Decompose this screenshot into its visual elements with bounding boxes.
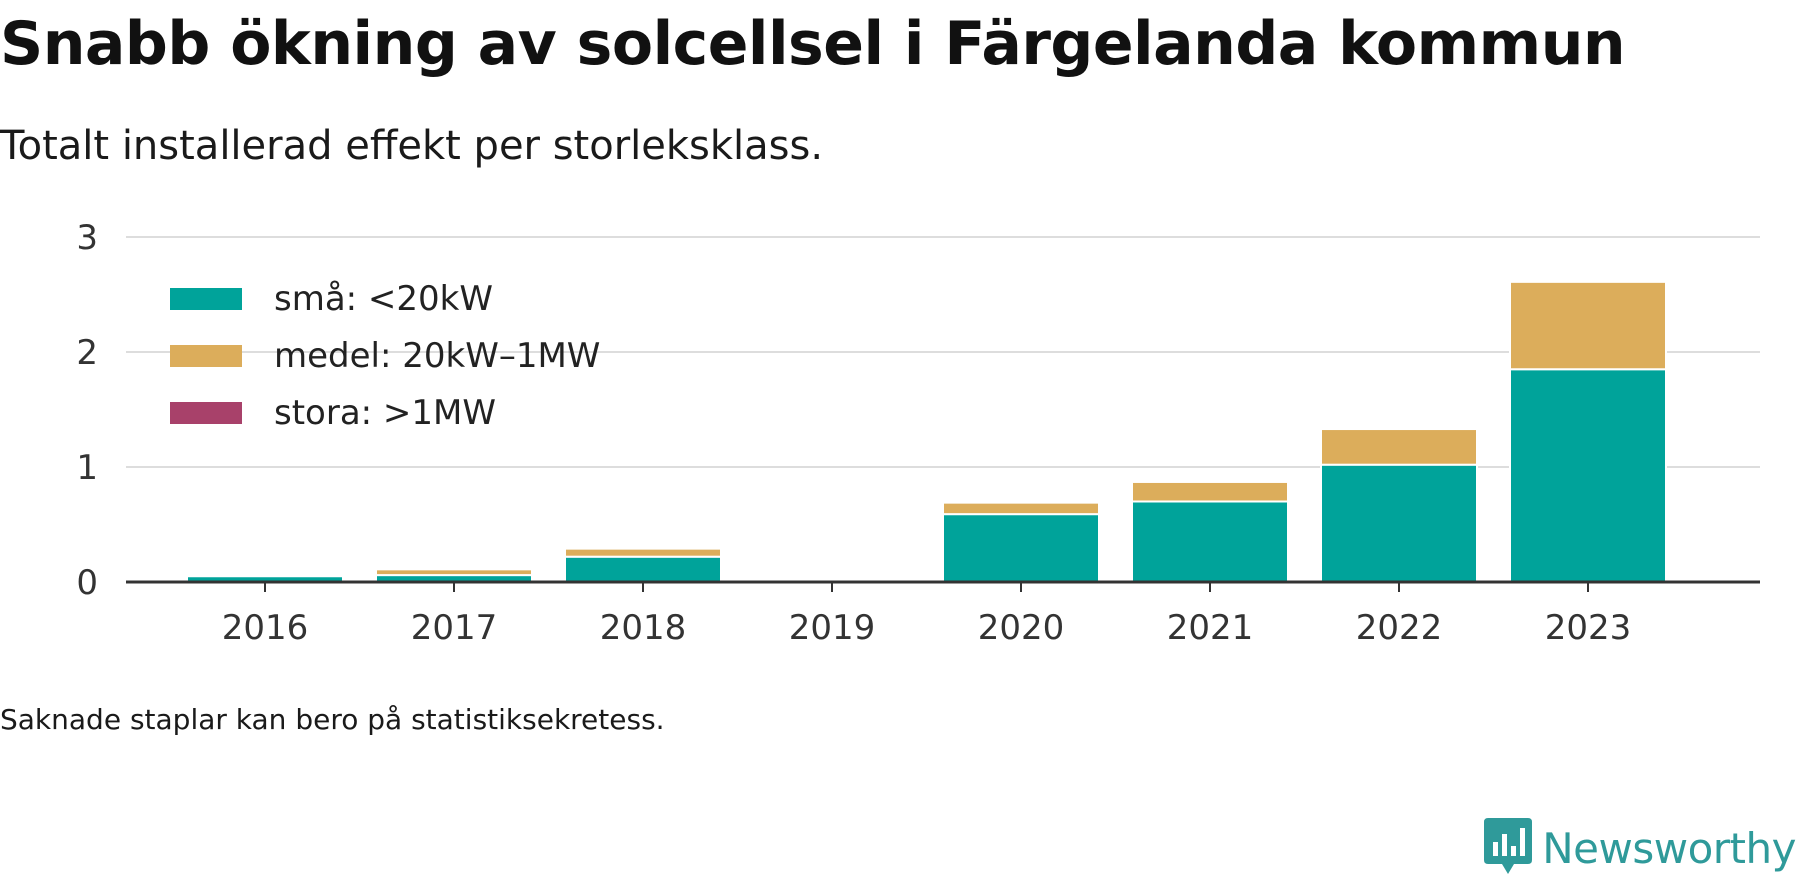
legend-swatch-medium bbox=[170, 344, 242, 367]
bar-segment bbox=[942, 513, 1100, 584]
chart-title: Snabb ökning av solcellsel i Färgelanda … bbox=[0, 9, 1626, 79]
bar-segment bbox=[1320, 428, 1478, 466]
x-tick-label: 2017 bbox=[411, 608, 498, 648]
legend-item-small: små: <20kW bbox=[170, 270, 600, 327]
chart-subtitle: Totalt installerad effekt per storlekskl… bbox=[0, 123, 824, 169]
bar-segment bbox=[375, 568, 533, 577]
legend-swatch-large bbox=[170, 401, 242, 424]
x-tick-label: 2022 bbox=[1356, 608, 1443, 648]
y-tick-label: 3 bbox=[76, 218, 98, 258]
x-tick-label: 2023 bbox=[1545, 608, 1632, 648]
legend-item-medium: medel: 20kW–1MW bbox=[170, 327, 600, 384]
brand-name: Newsworthy bbox=[1542, 823, 1796, 873]
bar-segment bbox=[1509, 280, 1667, 371]
x-tick-label: 2019 bbox=[789, 608, 876, 648]
bar-segment bbox=[564, 555, 722, 584]
bar-segment bbox=[942, 501, 1100, 516]
x-tick-label: 2021 bbox=[1167, 608, 1254, 648]
legend-swatch-small bbox=[170, 287, 242, 310]
bar-segment bbox=[1131, 480, 1289, 503]
y-tick-label: 0 bbox=[76, 563, 98, 603]
x-tick-label: 2016 bbox=[222, 608, 309, 648]
legend-item-large: stora: >1MW bbox=[170, 384, 600, 441]
newsworthy-logo-icon bbox=[1484, 818, 1533, 878]
x-tick-label: 2020 bbox=[978, 608, 1065, 648]
stacked-bar-chart: 0 1 2 3 2016 2017 2018 2019 2020 2021 2022 2023 bbox=[76, 218, 1760, 648]
bar-segment bbox=[1509, 368, 1667, 583]
bar-segment bbox=[1320, 463, 1478, 584]
chart-legend: små: <20kW medel: 20kW–1MW stora: >1MW bbox=[170, 270, 600, 441]
y-tick-label: 1 bbox=[76, 448, 98, 488]
bar-segment bbox=[564, 547, 722, 558]
brand-logo: Newsworthy bbox=[1484, 818, 1796, 878]
x-tick-label: 2018 bbox=[600, 608, 687, 648]
legend-label-small: små: <20kW bbox=[274, 278, 493, 319]
y-tick-label: 2 bbox=[76, 333, 98, 373]
legend-label-large: stora: >1MW bbox=[274, 392, 496, 433]
footnote: Saknade staplar kan bero på statistiksek… bbox=[0, 703, 665, 736]
legend-label-medium: medel: 20kW–1MW bbox=[274, 335, 601, 376]
bar-segment bbox=[1131, 500, 1289, 583]
